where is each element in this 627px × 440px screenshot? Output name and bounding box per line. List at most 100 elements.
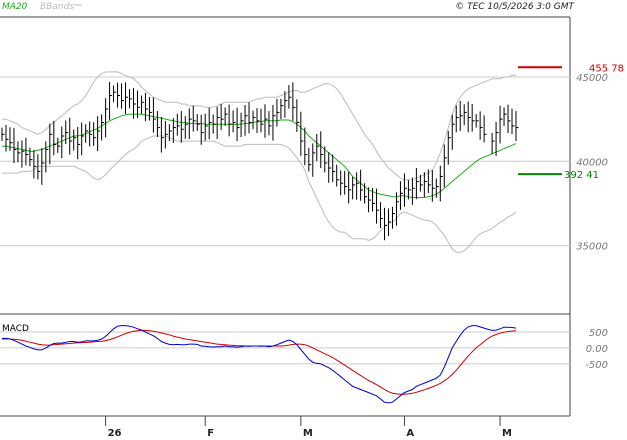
ohlc-bar: [511, 108, 515, 134]
ohlc-bar: [132, 88, 136, 119]
ohlc-bar: [148, 96, 152, 121]
x-axis: 26 F M A M: [105, 416, 512, 439]
ohlc-bar: [387, 208, 391, 237]
macd-lines: [2, 325, 517, 404]
ohlc-bar: [53, 120, 57, 156]
legend-bbands: BBands: [40, 2, 74, 12]
ohlc-bar: [447, 130, 451, 165]
ohlc-bar: [324, 146, 328, 173]
ohlc-bar: [21, 140, 25, 168]
ohlc-bar: [192, 105, 196, 132]
ohlc-bar: [415, 168, 419, 200]
ohlc-bar: [423, 172, 427, 198]
ohlc-bar: [89, 121, 93, 147]
ohlc-bar: [204, 113, 208, 141]
ohlc-bar: [439, 165, 443, 202]
ohlc-bar: [125, 82, 129, 115]
ohlc-bar: [220, 103, 224, 130]
ohlc-bar: [188, 108, 192, 140]
ohlc-bar: [376, 188, 380, 224]
ohlc-bar: [328, 152, 332, 183]
ohlc-bar: [340, 170, 344, 196]
macd-tick-label: 0.00: [586, 344, 608, 355]
bbands-upper-line: [2, 71, 516, 181]
ohlc-bar: [320, 131, 324, 169]
ohlc-bar: [81, 122, 85, 156]
x-axis-label: F: [207, 428, 214, 439]
ohlc-bar: [288, 85, 292, 109]
ohlc-bar: [427, 169, 431, 193]
ohlc-bar: [17, 141, 21, 163]
ohlc-bar: [1, 127, 5, 142]
ohlc-bar: [228, 104, 232, 137]
ohlc-bar: [152, 97, 156, 133]
macd-tick-label: -500: [585, 360, 608, 371]
ohlc-bar: [65, 120, 69, 145]
ohlc-bar: [304, 127, 308, 166]
ohlc-bar: [136, 90, 140, 119]
ohlc-bar: [57, 137, 61, 153]
ma20-line: [2, 113, 517, 198]
ohlc-bar: [41, 148, 45, 185]
ma20-series-line: [2, 113, 517, 198]
ohlc-bar: [236, 107, 240, 142]
ohlc-bar: [264, 104, 268, 138]
ohlc-bar: [463, 104, 467, 126]
support-label: 392 41: [564, 170, 599, 181]
x-axis-label: M: [303, 428, 313, 439]
ohlc-bar: [93, 122, 97, 146]
ohlc-bar: [180, 111, 184, 143]
ohlc-bar: [176, 113, 180, 136]
ohlc-bar: [97, 116, 101, 152]
ohlc-bar: [479, 111, 483, 140]
ohlc-bar: [403, 173, 407, 207]
ohlc-bar: [129, 89, 133, 109]
ohlc-bar: [256, 108, 260, 133]
ohlc-bar: [276, 98, 280, 127]
x-axis-label: A: [406, 428, 414, 439]
ohlc-bar: [113, 85, 117, 103]
ohlc-bar: [407, 180, 411, 200]
ohlc-bar: [384, 207, 388, 241]
legend-ma20: MA20: [2, 2, 28, 12]
ohlc-bar: [184, 116, 188, 139]
ohlc-bar: [13, 127, 17, 163]
macd-y-axis: 500 0.00 -500: [585, 328, 608, 371]
macd-series-line: [2, 325, 517, 404]
ohlc-bar: [455, 105, 459, 133]
ohlc-bar: [336, 164, 340, 187]
ohlc-bar: [105, 98, 109, 138]
ohlc-bar: [164, 120, 168, 149]
ohlc-bar: [268, 111, 272, 136]
ohlc-bar: [308, 147, 312, 172]
macd-tick-label: 500: [589, 328, 608, 339]
ohlc-bar: [216, 106, 220, 140]
ohlc-bar: [296, 99, 300, 132]
ohlc-bar: [435, 178, 439, 198]
ohlc-bar: [61, 126, 65, 159]
ohlc-bar: [467, 101, 471, 133]
ohlc-bar: [411, 177, 415, 205]
ohlc-bar: [332, 154, 336, 183]
ohlc-bar: [503, 107, 507, 126]
price-tick-label: 40000: [576, 157, 608, 168]
ohlc-bar: [491, 132, 495, 154]
ohlc-bar: [312, 143, 316, 177]
ohlc-bar: [499, 105, 503, 144]
ohlc-bar: [515, 111, 519, 142]
ohlc-bar: [156, 111, 160, 138]
ohlc-bar: [9, 127, 13, 151]
ohlc-bar: [260, 108, 264, 133]
ohlc-bar: [160, 116, 164, 153]
ohlc-bar: [360, 169, 364, 201]
ohlc-bar: [144, 92, 148, 122]
ohlc-bar: [356, 172, 360, 200]
ohlc-bar: [33, 150, 37, 179]
ohlc-bar: [121, 83, 125, 109]
ohlc-bar: [316, 133, 320, 161]
ohlc-bar: [348, 171, 352, 204]
ohlc-bar: [240, 112, 244, 138]
ohlc-bar: [224, 107, 228, 126]
macd-title: MACD: [2, 324, 29, 334]
ohlc-bar: [109, 82, 113, 120]
